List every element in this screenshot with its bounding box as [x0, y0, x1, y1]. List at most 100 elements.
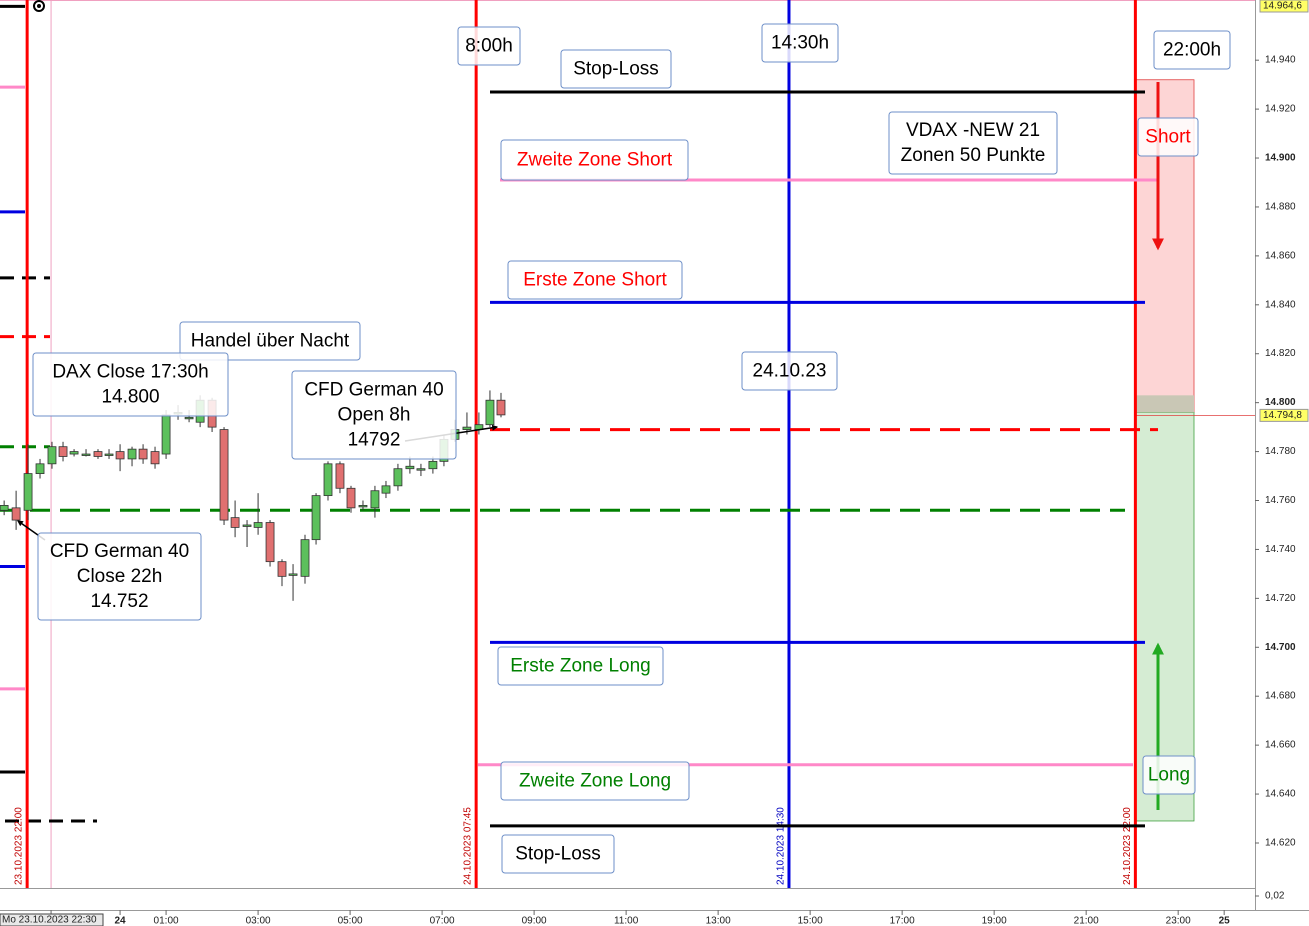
y-tick-label: 14.940: [1265, 55, 1296, 66]
session-label: 24.10.2023 14:30: [775, 807, 786, 885]
annotation-text: Close 22h: [77, 566, 163, 587]
annotation-box: [500, 761, 690, 801]
candle-body: [219, 429, 229, 521]
candle-body: [496, 399, 506, 416]
candle-body: [81, 453, 91, 456]
candle-body: [393, 468, 403, 487]
annotation-box: [500, 139, 689, 181]
candle-body: [311, 495, 321, 541]
annotation-text: Erste Zone Short: [523, 270, 667, 291]
candle-body: [35, 463, 45, 475]
zone-box: [1134, 412, 1195, 822]
candle-body: [69, 451, 79, 455]
annotation-box: [888, 111, 1058, 175]
annotation-box: [1142, 755, 1196, 795]
y-tick-label: 14.620: [1265, 837, 1296, 848]
annotation-text: Short: [1145, 127, 1191, 148]
candle-body: [277, 561, 287, 577]
annotation-text: 14.800: [101, 387, 159, 408]
y-tick-label: 14.800: [1265, 397, 1296, 408]
annotation-box: [1153, 30, 1231, 70]
x-tick-label: 19:00: [982, 916, 1007, 926]
annotation-text: Zweite Zone Short: [517, 150, 673, 171]
zone-box: [1135, 395, 1194, 413]
candle-body: [161, 414, 171, 455]
candle-body: [23, 473, 33, 511]
candle-body: [381, 485, 391, 494]
annotation-text: Long: [1148, 765, 1190, 786]
candle-body: [462, 426, 472, 430]
x-tick-label: 07:00: [430, 916, 455, 926]
annotation-box: [741, 351, 838, 391]
session-label: 23.10.2023 22:00: [14, 807, 25, 885]
annotation-text: CFD German 40: [50, 541, 189, 562]
x-tick-label: 13:00: [706, 916, 731, 926]
session-label: 24.10.2023 22:00: [1122, 807, 1133, 885]
annotation-box: [507, 260, 683, 300]
candle-body: [323, 463, 333, 497]
y-tick-label: 14.780: [1265, 446, 1296, 457]
y-tick-label: 14.680: [1265, 691, 1296, 702]
y-tick-label: 14.880: [1265, 201, 1296, 212]
annotation-text: Erste Zone Long: [510, 656, 650, 677]
annotation-text: DAX Close 17:30h: [52, 362, 208, 383]
price-tag: [1259, 408, 1309, 422]
candle-body: [230, 517, 240, 528]
y-tick-label: 14.900: [1265, 153, 1296, 164]
annotation-text: 22:00h: [1163, 40, 1221, 61]
candle-body: [184, 416, 194, 420]
x-tick-label: 17:00: [890, 916, 915, 926]
candle-body: [93, 451, 103, 457]
x-tick-label: 21:00: [1074, 916, 1099, 926]
x-tick-label: 15:00: [798, 916, 823, 926]
annotation-box: [501, 834, 615, 874]
y-tick-label: 14.740: [1265, 544, 1296, 555]
y-tick-label: 14.840: [1265, 299, 1296, 310]
candle-body: [253, 522, 263, 528]
candle-body: [127, 448, 137, 460]
x-tick-label: 25: [1219, 916, 1231, 926]
annotation-text: Zonen 50 Punkte: [901, 145, 1046, 166]
candle-body: [405, 465, 415, 470]
candle-body: [485, 399, 495, 426]
annotation-box: [560, 49, 672, 89]
x-tick-label: 23:00: [1166, 916, 1191, 926]
annotation-text: Zweite Zone Long: [519, 771, 671, 792]
y-tick-label: 14.640: [1265, 789, 1296, 800]
annotation-box: [761, 23, 839, 63]
x-tick-label: 11:00: [614, 916, 639, 926]
cursor-marker-dot: [37, 4, 41, 8]
candle-body: [47, 446, 57, 465]
annotation-text: Stop-Loss: [573, 59, 659, 80]
y-tick-label: 14.860: [1265, 250, 1296, 261]
x-tick-label: 09:00: [522, 916, 547, 926]
cursor-tag: [0, 913, 104, 926]
annotation-box: [37, 532, 202, 621]
annotation-text: 14:30h: [771, 33, 829, 54]
price-tag-label: 14.794,8: [1263, 410, 1302, 421]
candle-body: [58, 446, 68, 457]
candle-body: [358, 505, 368, 508]
annotation-text: Handel über Nacht: [191, 331, 350, 352]
annotation-text: 14792: [348, 430, 401, 451]
candle-body: [300, 539, 310, 577]
annotation-text: VDAX -NEW 21: [906, 120, 1040, 141]
annotation-text: 14.752: [90, 591, 148, 612]
candle-body: [416, 468, 426, 471]
candle-body: [0, 505, 9, 511]
x-tick-label: Mo 23.10.2023 22:30: [2, 915, 97, 926]
y-tick-label: 14.660: [1265, 740, 1296, 751]
candle-body: [428, 460, 438, 470]
cursor-marker: [33, 0, 45, 12]
candle-body: [370, 490, 380, 509]
x-tick-label: 24: [115, 916, 127, 926]
annotation-text: 24.10.23: [753, 361, 827, 382]
annotation-text: Open 8h: [338, 405, 411, 426]
annotation-box: [1137, 117, 1199, 157]
annotation-box: [457, 26, 521, 66]
annotation-box: [497, 646, 664, 686]
candle-body: [115, 451, 125, 460]
candle-body: [242, 524, 252, 527]
